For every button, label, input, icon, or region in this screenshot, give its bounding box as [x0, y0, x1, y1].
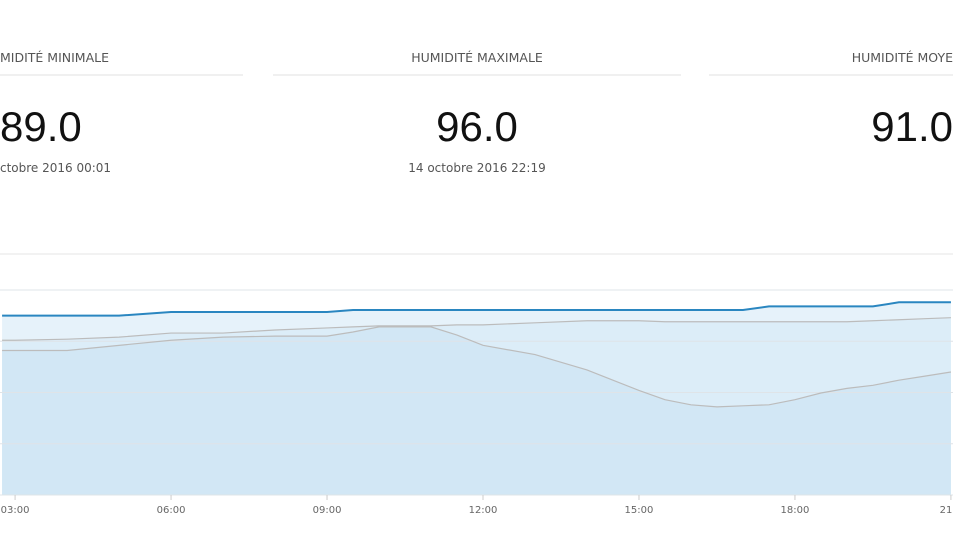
chart: 03:00 06:00 09:00 12:00 15:00 18:00 21:0	[0, 289, 953, 516]
x-tick-label: 21:0	[940, 505, 953, 516]
x-tick-label: 18:00	[781, 505, 810, 516]
x-tick-label: 06:00	[157, 505, 186, 516]
panel-title: HUMIDITÉ MAXIMALE	[411, 50, 543, 65]
panel-date: ctobre 2016 00:01	[0, 161, 111, 175]
panel-date: 14 octobre 2016 22:19	[408, 161, 546, 175]
area	[2, 326, 951, 495]
x-tick-label: 12:00	[469, 505, 498, 516]
x-tick-label: 03:00	[1, 505, 30, 516]
x-tick-label: 09:00	[313, 505, 342, 516]
panel-value: 91.0	[871, 103, 953, 150]
panel-title: HUMIDITÉ MOYE	[852, 50, 953, 65]
line	[2, 317, 951, 341]
line	[2, 301, 951, 317]
panel-value: 89.0	[0, 103, 82, 150]
panel-title: MIDITÉ MINIMALE	[0, 50, 109, 65]
panel-value: 96.0	[436, 103, 518, 150]
line	[2, 326, 952, 408]
x-tick-label: 15:00	[625, 505, 654, 516]
